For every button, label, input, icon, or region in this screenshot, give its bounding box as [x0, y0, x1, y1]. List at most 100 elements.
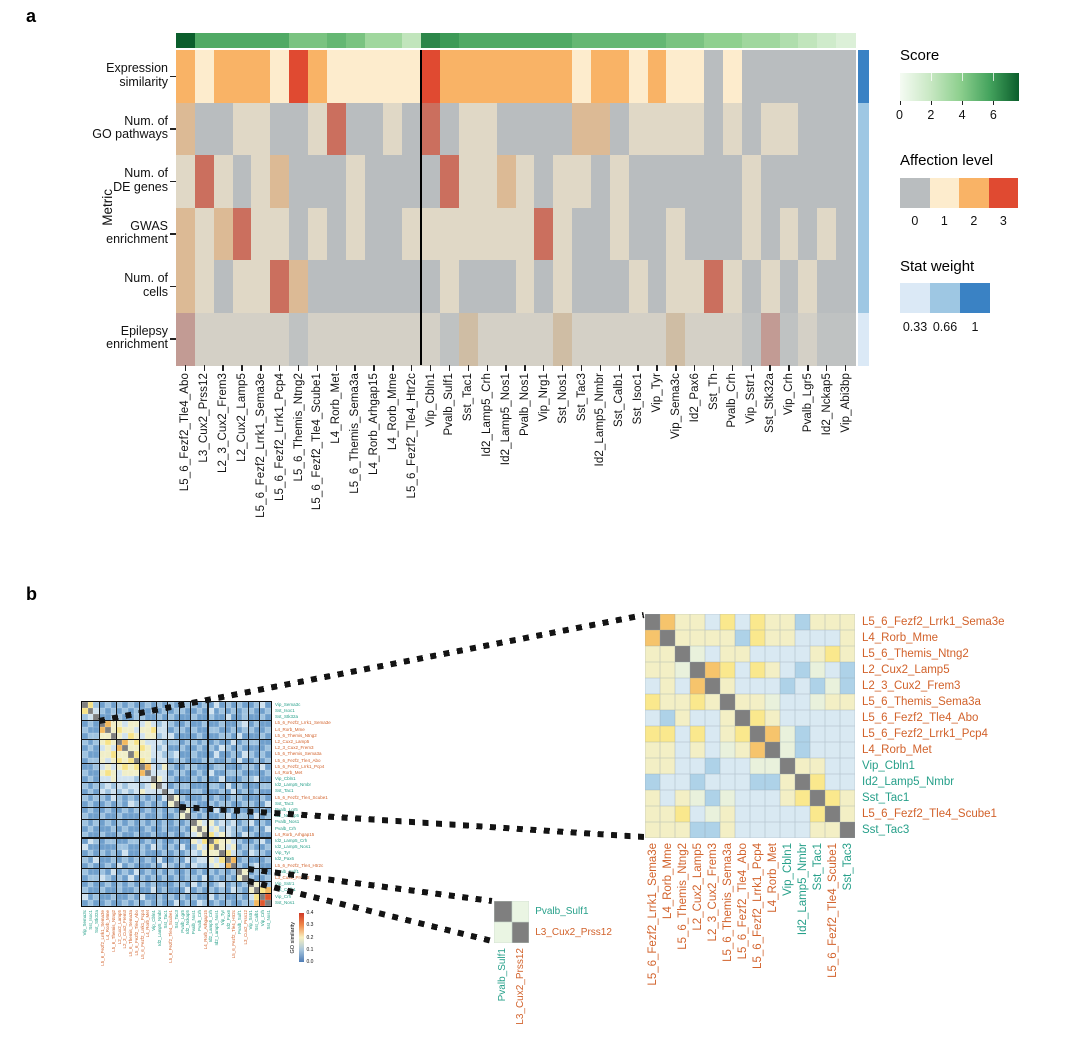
zoom-matrix-cell — [795, 710, 810, 726]
go-matrix-cell — [213, 720, 220, 727]
go-matrix-cell — [242, 856, 249, 863]
go-matrix-cell — [265, 850, 271, 857]
go-matrix-cell — [122, 887, 128, 894]
go-matrix-cell — [265, 770, 271, 777]
go-matrix-cell — [259, 819, 266, 826]
score-bar-cell — [798, 33, 818, 48]
zoom-matrix-cell — [810, 790, 825, 806]
affection-cell — [345, 50, 366, 104]
zoom-matrix-cell — [690, 758, 705, 774]
go-matrix-cell — [156, 819, 163, 826]
go-matrix-cell — [116, 813, 123, 820]
go-matrix-cell — [185, 770, 191, 777]
go-matrix-cell — [167, 751, 174, 758]
x-label-wrap: Sst_Th — [707, 373, 721, 410]
go-matrix-cell — [93, 708, 100, 715]
score-legend-tick-mark — [899, 101, 901, 105]
go-matrix-cell — [225, 751, 231, 758]
affection-cell — [232, 50, 253, 104]
affection-cell — [628, 155, 649, 209]
go-matrix-col-label: L5_6_Fezf2_Lrrk1_Pcp4 — [139, 910, 145, 960]
go-matrix-cell — [145, 757, 151, 764]
go-matrix-block-line-h — [82, 837, 271, 839]
score-bar-cell — [515, 33, 535, 48]
zoom-matrix-col-label-wrap: Sst_Tac1 — [811, 843, 825, 890]
go-matrix-cell — [133, 887, 140, 894]
zoom-matrix-cell — [720, 774, 735, 790]
go-matrix-cell — [173, 844, 180, 851]
go-matrix-cell — [82, 819, 88, 826]
zoom-matrix-cell — [780, 806, 795, 822]
go-matrix-cell — [150, 868, 157, 876]
affection-cell — [496, 50, 517, 104]
zoom-matrix-cell — [795, 742, 810, 758]
go-matrix-cell — [242, 881, 249, 888]
metric-row-label: Epilepsy enrichment — [106, 323, 168, 352]
zoom-matrix-cell — [825, 630, 840, 646]
affection-cell — [364, 50, 385, 104]
go-matrix-cell — [99, 838, 105, 845]
go-matrix-cell — [87, 800, 94, 808]
x-label-wrap: Id2_Lamp5_Nos1 — [499, 373, 513, 465]
go-matrix-cell — [127, 887, 134, 894]
zoom-matrix-cell — [780, 758, 795, 774]
zoom-matrix-cell — [660, 694, 675, 710]
go-matrix-cell — [196, 751, 203, 758]
go-colorbar-tick-label: 0.4 — [306, 910, 314, 916]
go-matrix-cell — [110, 745, 117, 752]
go-matrix-cell — [179, 751, 186, 758]
go-matrix-cell — [265, 763, 271, 770]
go-matrix-cell — [104, 702, 111, 709]
go-matrix-cell — [99, 732, 105, 740]
zoom-matrix-row-label: L5_6_Themis_Sema3a — [862, 695, 981, 708]
go-matrix-cell — [139, 813, 145, 820]
zoom-matrix-cell — [720, 646, 735, 662]
go-matrix-cell — [230, 831, 237, 838]
affection-cell — [741, 102, 762, 156]
affection-cell — [289, 207, 309, 261]
zoom-matrix-cell — [690, 806, 705, 822]
go-matrix-cell — [145, 850, 151, 857]
go-matrix-cell — [93, 819, 100, 826]
go-matrix-cell — [190, 708, 197, 715]
go-matrix-cell — [196, 763, 203, 770]
go-matrix-cell — [190, 881, 197, 888]
go-matrix-cell — [213, 751, 220, 758]
go-matrix-cell — [185, 800, 191, 808]
x-label: L5_6_Themis_Sema3a — [349, 373, 362, 494]
go-matrix-cell — [265, 794, 271, 801]
go-matrix-cell — [242, 875, 249, 882]
go-matrix-cell — [122, 751, 128, 758]
go-matrix-cell — [127, 844, 134, 851]
affection-cell — [232, 102, 253, 156]
go-matrix-cell — [167, 726, 174, 733]
x-tick — [335, 365, 337, 371]
zoom-matrix-col-label: Sst_Tac3 — [841, 843, 854, 891]
go-matrix-cell — [230, 838, 237, 845]
affection-cell — [534, 260, 554, 314]
go-matrix-cell — [196, 757, 203, 764]
zoom-matrix-cell — [675, 790, 690, 806]
go-matrix-cell — [87, 794, 94, 801]
go-matrix-cell — [116, 862, 123, 869]
go-matrix-cell — [145, 794, 151, 801]
zoom-matrix-cell — [690, 726, 705, 742]
stat-legend-swatch — [960, 283, 990, 313]
x-label-wrap: L4_Rorb_Mme — [386, 373, 400, 450]
x-tick — [561, 365, 564, 371]
go-matrix-cell — [213, 726, 220, 733]
zoom-matrix-cell — [810, 694, 825, 710]
affection-cell — [704, 102, 724, 156]
go-matrix-cell — [127, 732, 134, 740]
zoom-matrix-cell — [765, 662, 780, 678]
go-matrix-cell — [162, 776, 168, 783]
go-matrix-cell — [259, 714, 266, 721]
go-matrix-cell — [179, 819, 186, 826]
x-tick — [769, 365, 771, 371]
go-matrix-cell — [265, 739, 271, 746]
affection-cell — [194, 312, 215, 366]
inset-col-label-wrap: L3_Cux2_Prss12 — [514, 948, 527, 1025]
go-matrix-cell — [167, 838, 174, 845]
go-matrix-cell — [104, 807, 111, 814]
metric-row-label: Num. of GO pathways — [92, 113, 168, 142]
